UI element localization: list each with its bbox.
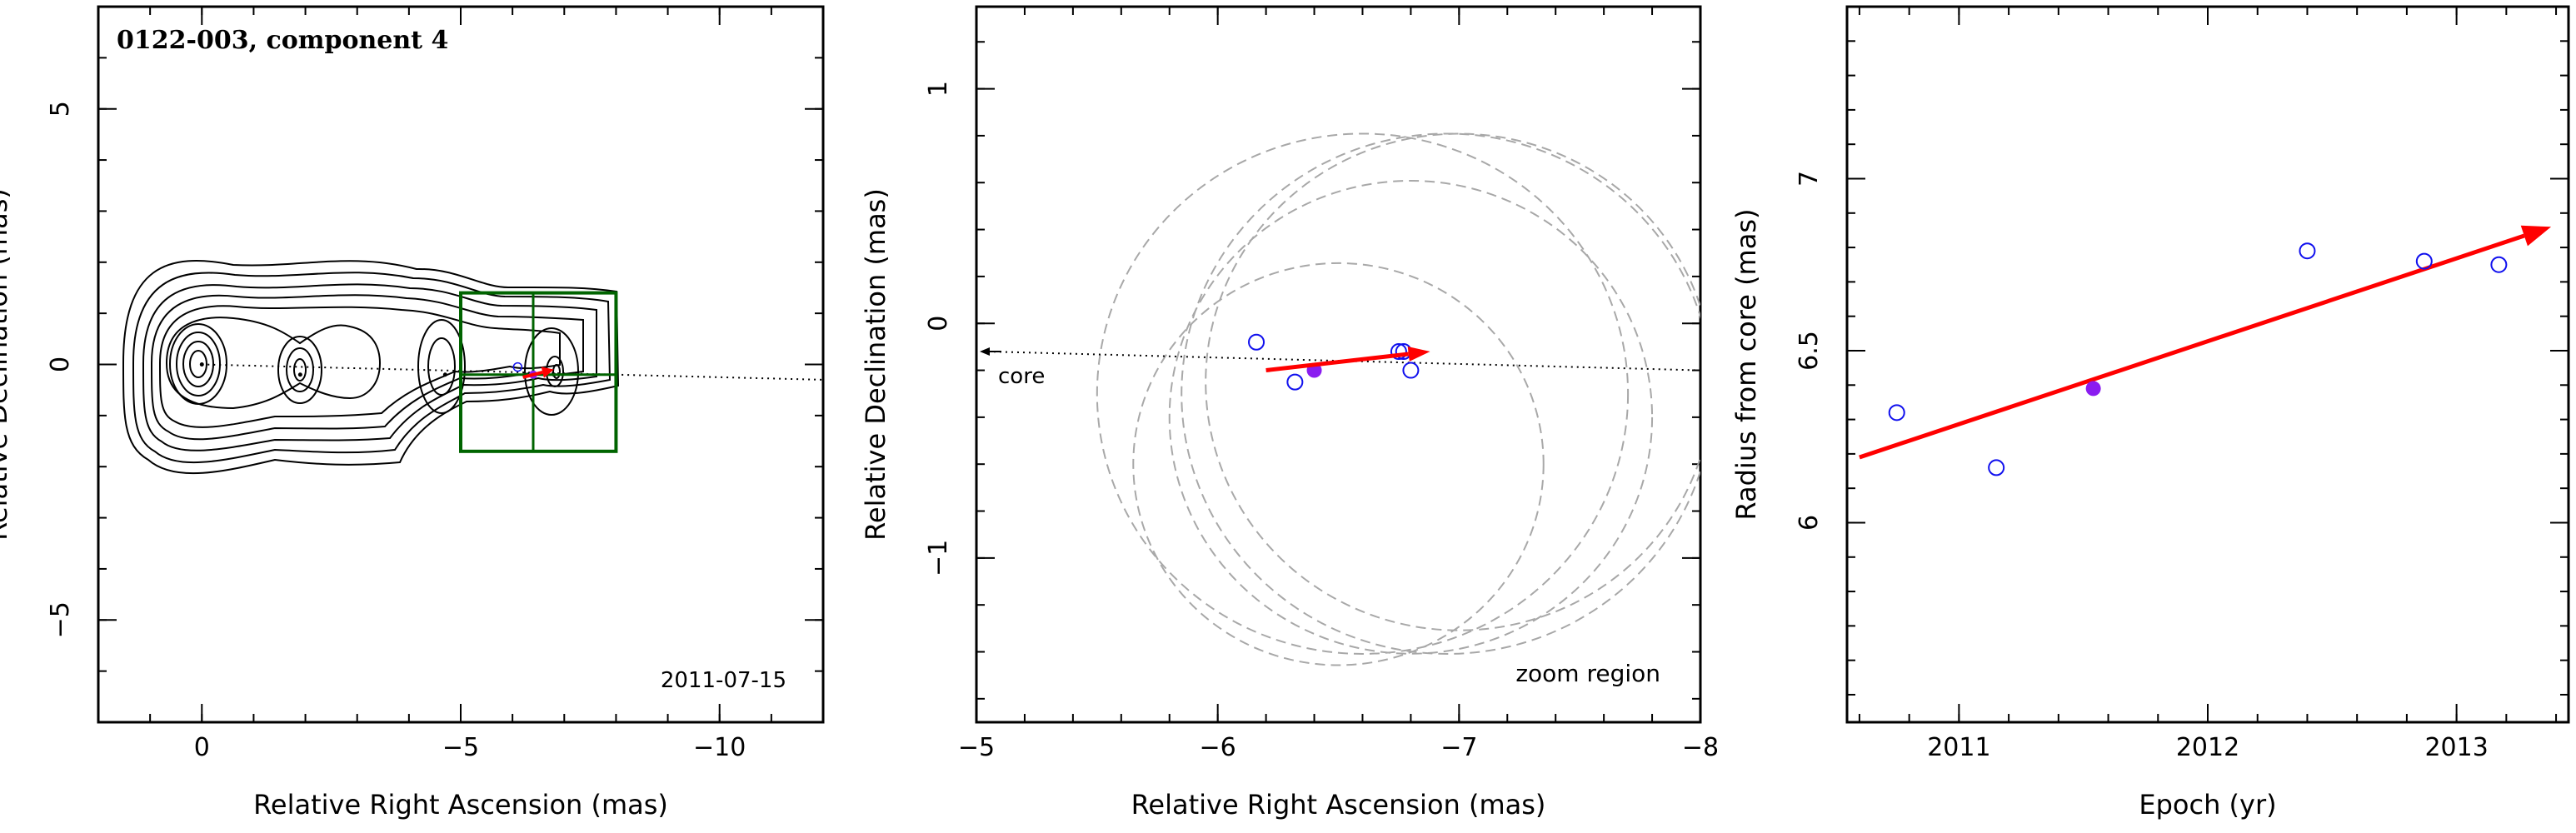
x-tick-label: 2012 [2176, 733, 2239, 762]
x-tick-label: −10 [693, 733, 746, 762]
x-tick-label: 2011 [1927, 733, 1990, 762]
beam-ellipse [1205, 132, 1700, 631]
jet-feature-marker [297, 372, 302, 377]
y-axis-label: Relative Declination (mas) [0, 188, 13, 541]
x-tick-label: −5 [958, 733, 995, 762]
y-tick-label: 6.5 [1795, 331, 1824, 371]
y-tick-label: 5 [46, 101, 75, 117]
motion-vector-shaft [1266, 352, 1410, 373]
epoch-filled-marker [2085, 381, 2101, 397]
ridge-line [202, 363, 824, 381]
beam-ellipse [1096, 132, 1630, 655]
panel-title: 0122-003, component 4 [117, 26, 448, 55]
epoch-open-marker [2299, 242, 2316, 260]
contour-map [122, 260, 620, 475]
epoch-open-marker [2415, 252, 2433, 270]
epoch-open-marker [1988, 459, 2005, 476]
jet-feature-marker [199, 362, 204, 367]
y-tick-label: 0 [46, 357, 75, 372]
fit-line-head [2520, 225, 2552, 247]
core-pointer-head [980, 347, 990, 357]
map-panel [122, 260, 620, 475]
x-tick-label: 2013 [2424, 733, 2488, 762]
x-tick-label: 0 [194, 733, 210, 762]
component-open-marker [512, 362, 523, 372]
jet-feature-marker [442, 372, 447, 377]
epoch-open-marker [1888, 404, 1905, 421]
motion-vector-head [1407, 347, 1430, 362]
x-axis-label: Relative Right Ascension (mas) [253, 789, 668, 821]
x-axis-label: Relative Right Ascension (mas) [1131, 789, 1546, 821]
beam-ellipse [1168, 179, 1654, 655]
zoom-plot-area [980, 132, 1700, 666]
beam-ellipse [1132, 262, 1545, 666]
epoch-open-marker [1286, 373, 1304, 391]
y-axis-label: Relative Declination (mas) [860, 188, 891, 541]
axes-map: 0 −5 −10 5 0 −5 Relative Right Ascension (mas)… [0, 5, 825, 821]
zoom-region-label: zoom region [1515, 660, 1660, 687]
axes-radius: 2011 2012 2013 6 6.5 7 Epoch (yr) Radius from c… [1730, 5, 2570, 821]
x-axis-label: Epoch (yr) [2139, 789, 2276, 821]
y-tick-label: 7 [1795, 171, 1824, 187]
epoch-open-marker [1390, 343, 1407, 361]
y-tick-label: 1 [924, 81, 953, 97]
zoom-box [459, 291, 618, 453]
y-tick-label: −5 [46, 601, 75, 638]
epoch-open-marker [1248, 333, 1266, 351]
x-tick-label: −5 [442, 733, 479, 762]
x-tick-label: −7 [1440, 733, 1477, 762]
x-tick-label: −8 [1682, 733, 1719, 762]
plot-frame [975, 5, 1702, 724]
y-tick-label: 6 [1795, 515, 1824, 531]
x-tick-label: −6 [1200, 733, 1236, 762]
epoch-label: 2011-07-15 [661, 668, 786, 693]
epoch-open-marker [1402, 362, 1420, 379]
axes-zoom: −5 −6 −7 −8 1 0 −1 Relative Right Ascension (ma… [860, 5, 1719, 821]
epoch-open-marker [2490, 256, 2508, 273]
beam-ellipse [1181, 132, 1700, 655]
core-label: core [998, 364, 1045, 389]
y-tick-label: 0 [924, 316, 953, 332]
y-axis-label: Radius from core (mas) [1730, 208, 1762, 520]
plot-frame [1845, 5, 2570, 724]
fit-line-shaft [1859, 233, 2525, 460]
motion-vector-head [541, 367, 554, 378]
y-tick-label: −1 [924, 540, 953, 576]
motion-vector-shaft [522, 371, 543, 379]
